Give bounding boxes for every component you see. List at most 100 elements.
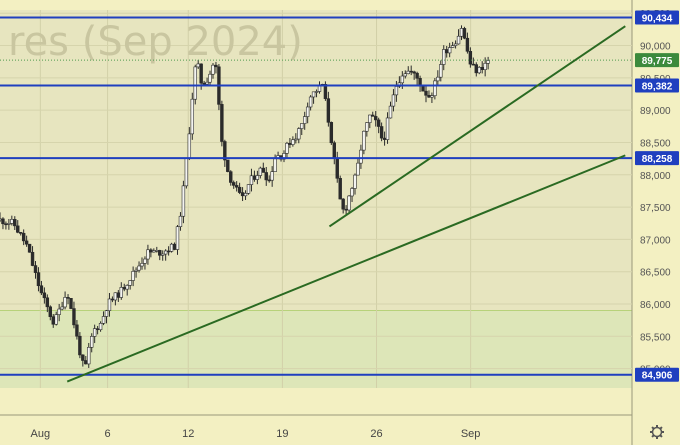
support-zone (0, 310, 632, 388)
candle-body (60, 306, 64, 310)
candle (1, 217, 5, 230)
candle-body (33, 265, 38, 273)
y-tick-label: 86,500 (640, 268, 671, 279)
candle-body (57, 308, 61, 315)
candle (36, 267, 41, 292)
candle-body (90, 336, 94, 348)
candle (33, 261, 38, 279)
candle (477, 66, 481, 75)
candle-body (474, 64, 478, 74)
candle-body (465, 37, 470, 52)
candle (69, 298, 73, 310)
candle-body (81, 354, 85, 361)
candle (87, 342, 91, 368)
candle-body (291, 139, 295, 145)
candle-body (187, 133, 192, 159)
level-price-badge: 90,434 (635, 10, 679, 25)
candle-body (146, 249, 150, 260)
candle (48, 305, 52, 321)
candle (415, 71, 419, 85)
candle-body (51, 316, 55, 325)
candle-body (243, 193, 248, 197)
candle (439, 60, 443, 82)
candle (379, 122, 384, 142)
candle-body (234, 185, 239, 188)
candle (430, 92, 434, 103)
candle-body (134, 269, 138, 272)
candle (90, 333, 94, 353)
level-price-badge-box (635, 78, 679, 93)
gear-icon[interactable] (650, 425, 664, 439)
candle (137, 261, 141, 273)
candle-body (424, 90, 428, 96)
level-price-badge-text: 84,906 (642, 371, 673, 382)
candle-body (172, 243, 177, 250)
candle (75, 320, 79, 340)
candle-body (166, 250, 171, 253)
candle (308, 95, 313, 111)
candle (294, 133, 298, 144)
candle-body (300, 123, 304, 129)
candle (45, 294, 50, 313)
candle (128, 279, 132, 290)
candle-body (267, 179, 271, 182)
candle (229, 170, 233, 186)
x-tick-label: Sep (461, 428, 481, 440)
candle-body (303, 116, 307, 124)
candle (412, 70, 416, 80)
candle (7, 218, 11, 230)
candle (391, 89, 396, 112)
candle (54, 311, 58, 326)
last-price-badge-text: 89,775 (642, 56, 673, 67)
candle-body (36, 272, 41, 287)
candle-body (252, 175, 257, 180)
candle (39, 280, 44, 296)
candle-body (341, 198, 345, 210)
candle (63, 291, 67, 310)
candle (107, 293, 112, 317)
candle-body (143, 258, 147, 264)
level-price-badge: 89,382 (635, 78, 679, 93)
candle-body (54, 314, 58, 325)
candle (57, 303, 61, 322)
gear-icon-body (651, 426, 663, 438)
candle-body (323, 84, 328, 99)
candle-body (394, 86, 399, 96)
candle-body (4, 223, 8, 226)
candle (220, 100, 224, 147)
candle (311, 91, 316, 104)
candle-body (163, 250, 168, 255)
candle-body (226, 159, 230, 172)
candle (134, 267, 138, 278)
candle (223, 139, 227, 167)
candle-body (30, 251, 35, 266)
y-tick-label: 86,000 (640, 300, 671, 311)
candle-body (137, 265, 141, 271)
candle (175, 225, 180, 255)
candle-body (237, 186, 242, 193)
candle (81, 354, 85, 367)
candle (261, 162, 265, 173)
candle (208, 70, 212, 86)
candle-body (350, 188, 354, 197)
y-tick-label: 88,000 (640, 171, 671, 182)
candle-body (326, 98, 331, 123)
candle-body (308, 96, 313, 108)
candle (98, 321, 103, 332)
candle (146, 244, 150, 265)
candle (217, 64, 221, 111)
candle-body (155, 250, 159, 252)
candle-body (220, 104, 224, 142)
candle-body (459, 28, 464, 37)
candle (104, 309, 109, 324)
x-axis-background (0, 388, 680, 445)
candle-body (359, 149, 363, 164)
candle (300, 123, 304, 136)
candle (338, 175, 342, 200)
candle (270, 166, 274, 187)
candle (143, 256, 147, 270)
candle-body (205, 81, 209, 85)
candle-body (196, 63, 200, 68)
candle-body (379, 126, 384, 139)
